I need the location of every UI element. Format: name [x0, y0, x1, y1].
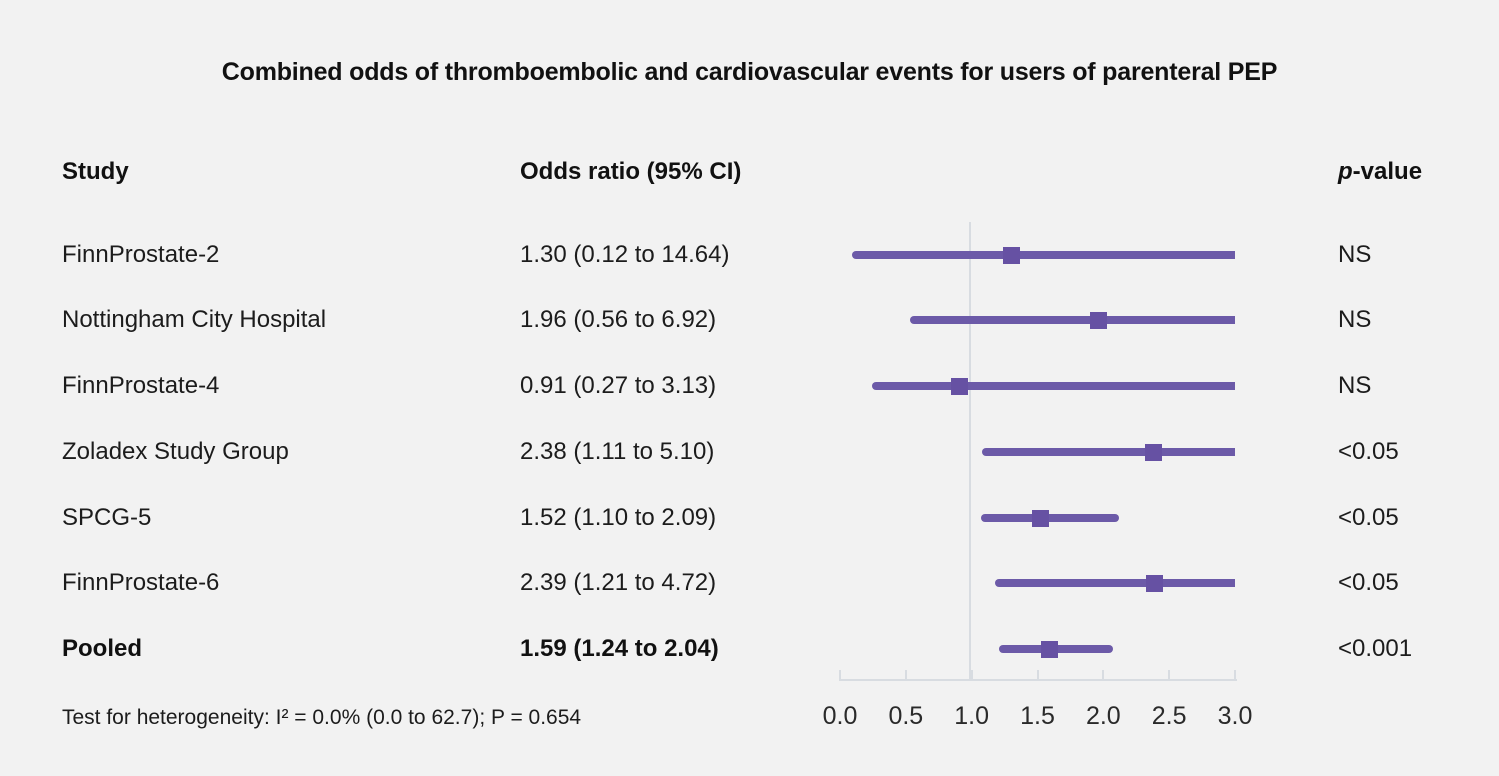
estimate-marker: [951, 377, 969, 395]
axis-tick-label: 1.0: [954, 702, 990, 730]
odds-ratio-value: 2.38 (1.11 to 5.10): [520, 438, 715, 465]
study-label: FinnProstate-4: [62, 372, 220, 399]
axis-tick: [1102, 670, 1105, 679]
axis-tick-label: 0.5: [888, 702, 924, 730]
estimate-marker: [1002, 246, 1020, 264]
odds-ratio-value: 2.39 (1.21 to 4.72): [520, 569, 717, 596]
ci-line: [995, 579, 1235, 587]
axis-tick: [1036, 670, 1039, 679]
column-header-study: Study: [62, 158, 129, 185]
axis-tick-label: 0.0: [822, 702, 858, 730]
heterogeneity-footnote: Test for heterogeneity: I² = 0.0% (0.0 t…: [62, 706, 582, 729]
odds-ratio-value: 0.91 (0.27 to 3.13): [520, 372, 717, 399]
column-header-odds-ratio: Odds ratio (95% CI): [520, 158, 742, 185]
chart-title: Combined odds of thromboembolic and card…: [221, 58, 1278, 86]
odds-ratio-value: 1.52 (1.10 to 2.09): [520, 504, 717, 531]
column-header-p-value: p-value: [1338, 158, 1422, 186]
p-value: <0.05: [1338, 569, 1399, 596]
axis-tick: [970, 670, 973, 679]
x-axis-line: [839, 679, 1237, 681]
axis-tick: [1168, 670, 1171, 679]
ci-line: [909, 316, 1235, 324]
study-label: Pooled: [62, 635, 143, 662]
ci-line: [851, 251, 1235, 259]
p-value-header-italic-p: p: [1338, 158, 1353, 185]
reference-line-at-1: [969, 222, 971, 680]
estimate-marker: [1089, 311, 1107, 329]
axis-tick-label: 1.5: [1020, 702, 1055, 730]
estimate-marker: [1146, 574, 1164, 592]
odds-ratio-value: 1.59 (1.24 to 2.04): [520, 635, 719, 662]
p-value: NS: [1338, 241, 1372, 268]
estimate-marker: [1144, 443, 1162, 461]
ci-line: [980, 514, 1120, 522]
axis-tick: [1234, 670, 1236, 679]
odds-ratio-value: 1.96 (0.56 to 6.92): [520, 306, 717, 333]
p-value: <0.05: [1338, 504, 1399, 531]
study-label: FinnProstate-2: [62, 241, 220, 268]
ci-line: [982, 448, 1235, 456]
study-label: Zoladex Study Group: [62, 438, 289, 465]
study-label: SPCG-5: [62, 504, 152, 531]
axis-tick: [904, 670, 907, 679]
p-value-header-rest: -value: [1352, 158, 1423, 185]
p-value: NS: [1338, 372, 1372, 399]
odds-ratio-value: 1.30 (0.12 to 14.64): [520, 241, 730, 268]
estimate-marker: [1040, 640, 1058, 658]
study-label: FinnProstate-6: [62, 569, 220, 596]
axis-tick: [839, 670, 841, 679]
ci-line: [871, 382, 1235, 390]
estimate-marker: [1031, 509, 1049, 527]
study-label: Nottingham City Hospital: [62, 306, 327, 333]
p-value: <0.001: [1338, 635, 1413, 662]
axis-tick-label: 2.0: [1085, 702, 1121, 730]
p-value: <0.05: [1338, 438, 1399, 465]
p-value: NS: [1338, 306, 1372, 333]
axis-tick-label: 3.0: [1217, 702, 1253, 730]
axis-tick-label: 2.5: [1151, 702, 1187, 730]
